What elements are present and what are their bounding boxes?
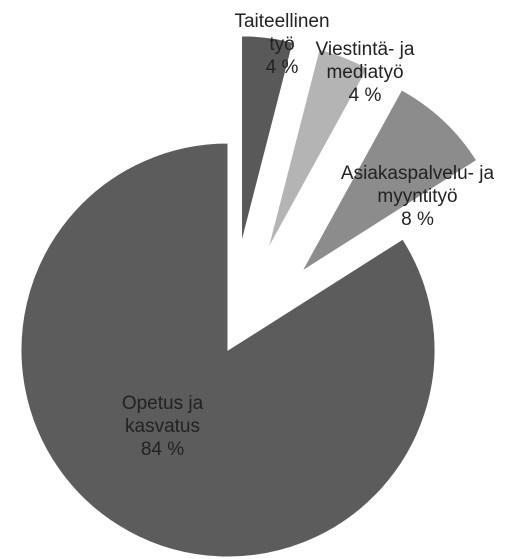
category-label: Opetus ja kasvatus: [121, 393, 204, 437]
value-label: 84 %: [140, 439, 185, 460]
category-label: Viestintä- ja mediatyö: [315, 39, 415, 83]
value-label: 4 %: [265, 57, 299, 78]
pie-slice: [267, 48, 369, 250]
slice-label: Asiakaspalvelu- ja myyntityö 8 %: [330, 162, 505, 231]
pie-slice: [301, 89, 478, 272]
slice-label: Taiteellinen työ 4 %: [222, 10, 342, 79]
category-label: Asiakaspalvelu- ja myyntityö: [340, 163, 495, 207]
value-label: 4 %: [348, 85, 382, 106]
slice-label: Viestintä- ja mediatyö 4 %: [305, 38, 425, 107]
category-label: Taiteellinen työ: [234, 11, 330, 55]
value-label: 8 %: [401, 209, 434, 230]
slice-label: Opetus ja kasvatus 84 %: [100, 392, 225, 461]
pie-slice: [241, 35, 294, 243]
pie-slice: [20, 142, 436, 558]
